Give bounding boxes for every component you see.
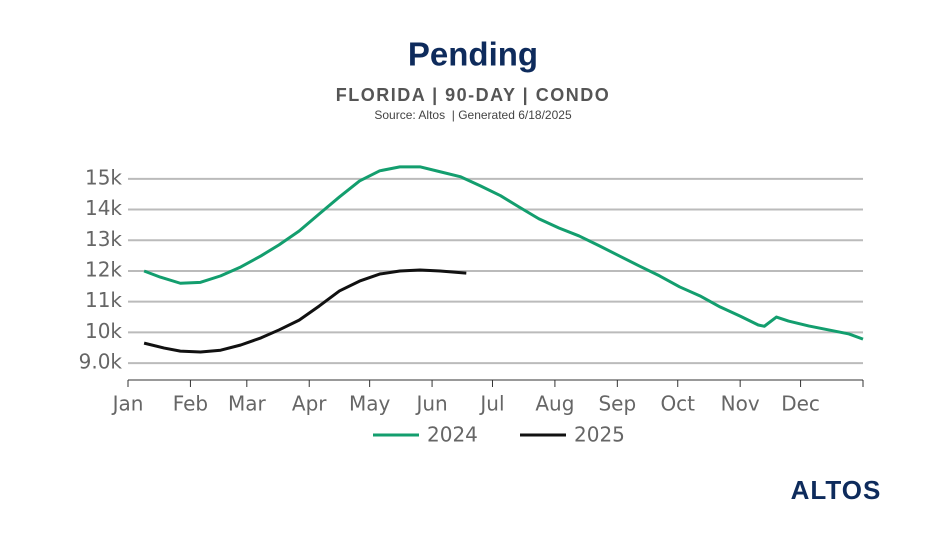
chart-title: Pending xyxy=(408,36,538,73)
x-tick-label: Mar xyxy=(228,392,267,416)
y-tick-label: 12k xyxy=(85,257,122,281)
y-tick-label: 11k xyxy=(85,288,122,312)
y-tick-label: 15k xyxy=(85,165,122,189)
x-tick-label: Oct xyxy=(660,392,695,416)
x-tick-label: Feb xyxy=(173,392,208,416)
y-tick-label: 13k xyxy=(85,227,122,251)
source: Source: Altos | Generated 6/18/2025 xyxy=(374,108,572,122)
legend-label: 2025 xyxy=(574,423,625,447)
y-tick-label: 14k xyxy=(85,196,122,220)
x-tick-label: Dec xyxy=(781,392,820,416)
x-tick-label: Apr xyxy=(292,392,327,416)
x-tick-label: Aug xyxy=(535,392,574,416)
x-tick-label: May xyxy=(349,392,391,416)
x-tick-label: Jul xyxy=(478,392,504,416)
x-tick-label: Nov xyxy=(721,392,760,416)
y-tick-label: 10k xyxy=(85,319,122,343)
line xyxy=(143,165,864,341)
x-tick-label: Sep xyxy=(598,392,636,416)
y-tick-label: 9.0k xyxy=(79,350,123,374)
legend-label: 2024 xyxy=(427,423,478,447)
x-tick-label: Jan xyxy=(111,392,144,416)
x-tick-label: Jun xyxy=(414,392,447,416)
line xyxy=(143,268,467,354)
chart-subtitle: FLORIDA | 90-DAY | CONDO xyxy=(336,85,610,105)
logo: ALTOS xyxy=(791,475,882,505)
